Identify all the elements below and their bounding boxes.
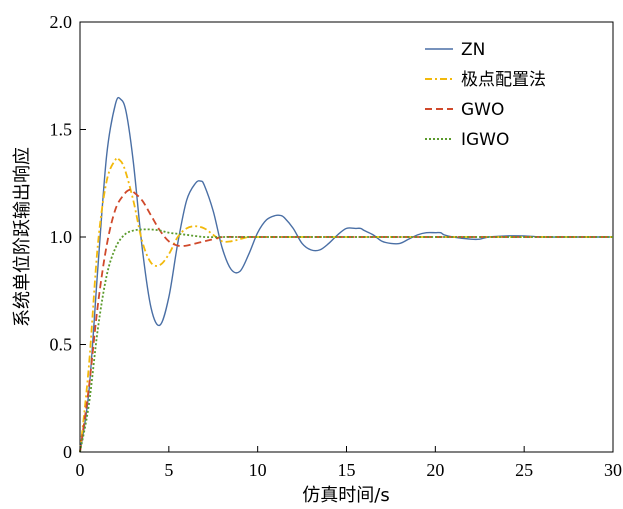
x-tick-label: 25 bbox=[515, 460, 533, 480]
legend-label-1: ZN bbox=[461, 40, 485, 60]
x-axis-title: 仿真时间/s bbox=[302, 485, 389, 506]
legend-label-2: 极点配置法 bbox=[461, 70, 546, 90]
x-tick-label: 15 bbox=[338, 460, 356, 480]
series-line-2 bbox=[79, 156, 613, 453]
x-tick-label: 20 bbox=[426, 460, 444, 480]
x-tick-label: 0 bbox=[76, 460, 85, 480]
y-tick-label: 2.0 bbox=[50, 12, 73, 32]
legend: ZN 极点配置法 GWO IGWO bbox=[425, 40, 546, 150]
legend-label-3: GWO bbox=[461, 100, 504, 120]
x-tick-label: 10 bbox=[249, 460, 267, 480]
series-line-1 bbox=[79, 96, 613, 453]
series-line-4 bbox=[79, 228, 613, 453]
y-axis-title: 系统单位阶跃输出响应 bbox=[12, 147, 33, 327]
legend-label-4: IGWO bbox=[461, 130, 509, 150]
x-tick-label: 5 bbox=[164, 460, 173, 480]
y-tick-label: 0.5 bbox=[50, 335, 73, 355]
x-tick-label: 30 bbox=[604, 460, 622, 480]
y-tick-label: 1.0 bbox=[50, 227, 73, 247]
series-layer bbox=[79, 96, 613, 453]
series-line-3 bbox=[79, 188, 613, 453]
tick-layer: 0 5 10 15 20 25 30 0 0.5 1.0 1.5 2.0 bbox=[50, 12, 623, 480]
y-tick-label: 1.5 bbox=[50, 120, 73, 140]
y-tick-label: 0 bbox=[63, 442, 72, 462]
